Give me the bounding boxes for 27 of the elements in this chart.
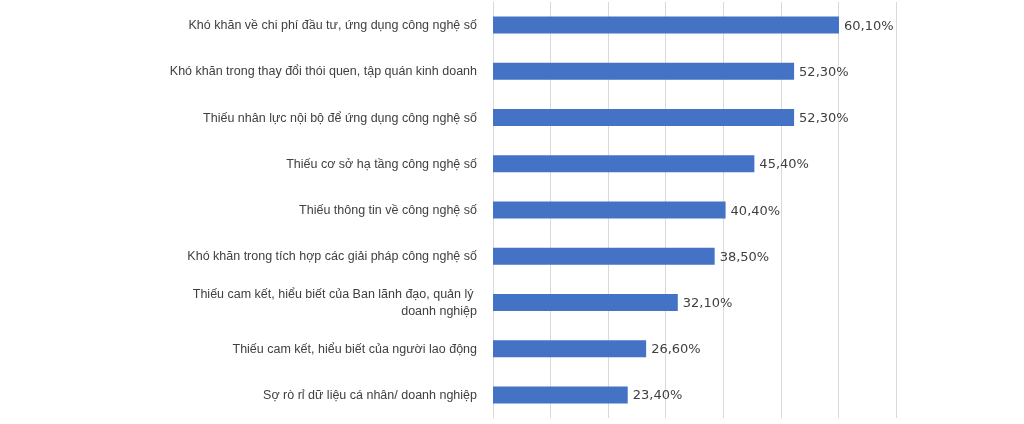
y-tick-label: Khó khăn trong thay đổi thói quen, tập quán kinh doanh — [169, 64, 478, 79]
y-tick-label: Khó khăn về chi phí đầu tư, ứng dụng công nghệ số — [188, 18, 478, 33]
bar — [493, 201, 726, 219]
bar — [493, 109, 795, 127]
data-label: 32,10% — [682, 294, 733, 310]
y-tick-label: Khó khăn trong tích hợp các giải pháp công nghệ số — [187, 249, 478, 264]
bar — [493, 247, 715, 265]
data-label: 52,30% — [799, 110, 849, 126]
bar — [493, 340, 647, 358]
data-label: 23,40% — [632, 387, 683, 403]
data-label: 60,10% — [844, 17, 894, 33]
y-tick-label: Thiếu cam kết, hiểu biết của người lao động — [232, 341, 478, 356]
y-tick-label: Thiếu nhân lực nội bộ để ứng dụng công nghệ số — [203, 110, 478, 125]
y-tick-label: Sợ rò rỉ dữ liệu cá nhân/ doanh nghiệp — [263, 387, 478, 402]
bar — [493, 386, 628, 404]
bar — [493, 16, 839, 34]
data-label: 38,50% — [719, 248, 770, 264]
data-label: 45,40% — [759, 156, 809, 172]
bar — [493, 293, 678, 311]
y-tick-label: Thiếu cơ sở hạ tầng công nghệ số — [286, 156, 478, 171]
bar — [493, 62, 795, 80]
data-label: 52,30% — [799, 63, 849, 79]
data-label: 26,60% — [651, 341, 701, 357]
y-tick-label: Thiếu cam kết, hiểu biết của Ban lãnh đạo, quản lý doanh nghiệp — [192, 286, 478, 318]
y-tick-label: Thiếu thông tin về công nghệ số — [299, 203, 478, 217]
data-label: 40,40% — [730, 202, 781, 218]
bar — [493, 155, 755, 173]
